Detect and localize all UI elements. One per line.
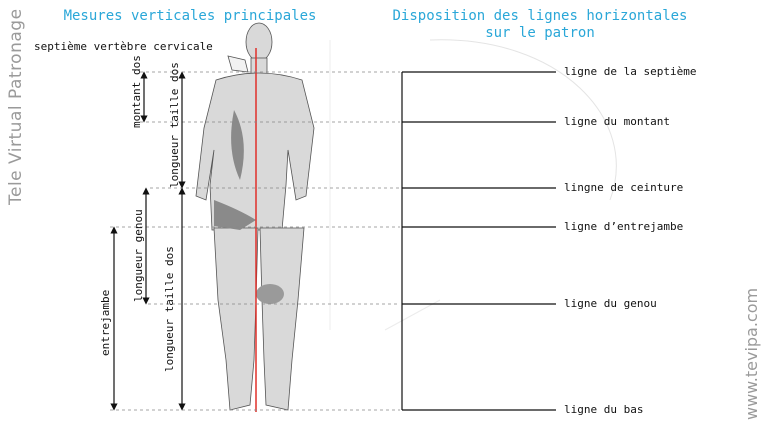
pattern-line-label: ligne de la septième	[564, 65, 697, 78]
pattern-bracket	[401, 71, 556, 411]
title-pattern-lines: Disposition des lignes horizontales	[392, 8, 688, 24]
pattern-line-label: ligne du bas	[564, 403, 644, 416]
label-entrejambe: entrejambe	[99, 289, 112, 356]
title-vertical-measures: Mesures verticales principales	[63, 8, 317, 24]
brand-logo-text: Tele Virtual Patronage	[6, 8, 26, 205]
pattern-line-label: lingne de ceinture	[564, 181, 684, 194]
pattern-line-label: ligne du genou	[564, 297, 657, 310]
label-montant-dos: montant dos	[130, 55, 143, 128]
measure-arrows	[110, 71, 186, 411]
label-longueur-taille-dos-lower: longueur taille dos	[163, 246, 176, 372]
decor-line-2	[384, 299, 441, 331]
label-longueur-taille-dos-upper: longueur taille dos	[168, 62, 181, 188]
label-seventh-vertebra: septième vertèbre cervicale	[34, 40, 213, 53]
label-longueur-genou: longueur genou	[132, 209, 145, 302]
title-pattern-lines-sub: sur le patron	[485, 25, 595, 41]
human-figure	[195, 22, 315, 411]
decor-curve	[429, 39, 617, 201]
pattern-line-label: ligne du montant	[564, 115, 670, 128]
brand-url: www.tevipa.com	[742, 287, 761, 420]
pattern-line-label: ligne d’entrejambe	[564, 220, 684, 233]
